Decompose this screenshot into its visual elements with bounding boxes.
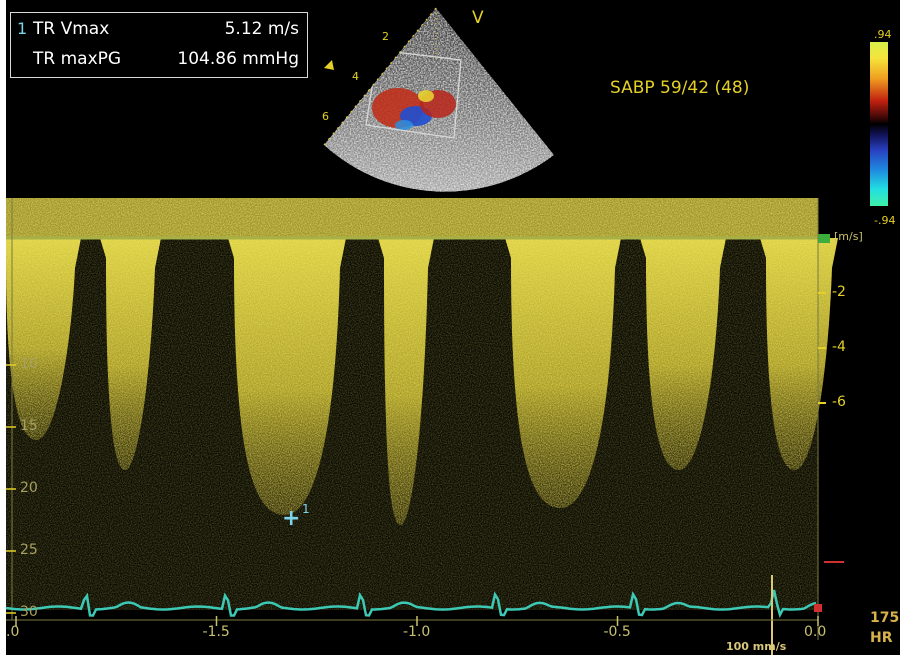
depth-axis-ticks bbox=[6, 364, 16, 614]
measurement-row-vmax: 1 TR Vmax 5.12 m/s bbox=[17, 19, 299, 43]
depth-tick-label: 20 bbox=[20, 480, 38, 496]
time-tick-label: .0 bbox=[6, 624, 20, 640]
velocity-tick-label: -4 bbox=[832, 339, 846, 355]
color-scale-top-label: .94 bbox=[874, 28, 892, 41]
view-marker: V bbox=[472, 8, 484, 28]
color-scale-bar bbox=[870, 42, 888, 206]
velocity-unit-label: [m/s] bbox=[834, 230, 863, 243]
depth-tick-label: 25 bbox=[20, 542, 38, 558]
time-axis-ticks bbox=[15, 616, 819, 626]
echo-display: 1 TR Vmax 5.12 m/s TR maxPG 104.86 mmHg … bbox=[6, 0, 900, 655]
echo-graphics bbox=[6, 7, 844, 655]
measurement-cursor-icon[interactable]: + bbox=[282, 506, 301, 531]
time-tick-label: -1.0 bbox=[403, 624, 431, 640]
velocity-axis-ticks bbox=[818, 292, 826, 404]
ecg-red-marker bbox=[814, 604, 822, 612]
spectral-envelope-texture bbox=[100, 238, 161, 470]
time-tick-label: -1.5 bbox=[202, 624, 230, 640]
measurement-row-maxpg: TR maxPG 104.86 mmHg bbox=[17, 49, 299, 73]
spectral-envelope-texture bbox=[505, 238, 621, 508]
time-tick-label: -0.5 bbox=[603, 624, 631, 640]
echo-sector-image bbox=[324, 8, 554, 192]
heart-rate-value: 175 bbox=[870, 610, 900, 626]
spectral-envelope-texture bbox=[228, 238, 346, 515]
doppler-envelopes bbox=[6, 238, 838, 525]
measurement-index: 1 bbox=[17, 19, 28, 38]
ecg-trace bbox=[6, 589, 817, 619]
spectral-envelope-texture bbox=[6, 238, 81, 440]
sector-depth-scale bbox=[323, 7, 437, 146]
sector-depth-label: 4 bbox=[352, 70, 359, 83]
measurement-label: TR Vmax bbox=[33, 19, 110, 39]
sweep-speed-label: 100 mm/s bbox=[726, 640, 787, 653]
color-scale-bottom-label: -.94 bbox=[874, 214, 896, 227]
measurement-value: 5.12 m/s bbox=[224, 19, 299, 39]
velocity-tick-label: -6 bbox=[832, 394, 846, 410]
spectral-envelope-texture bbox=[378, 238, 434, 525]
measurement-value: 104.86 mmHg bbox=[177, 49, 299, 69]
measurement-box: 1 TR Vmax 5.12 m/s TR maxPG 104.86 mmHg bbox=[10, 12, 308, 78]
spectral-envelope-texture bbox=[640, 238, 726, 470]
depth-tick-label: 30 bbox=[20, 604, 38, 620]
sector-depth-label: 6 bbox=[322, 110, 329, 123]
depth-tick-label: 15 bbox=[20, 418, 38, 434]
heart-rate-label: HR bbox=[870, 630, 893, 646]
time-tick-label: 0.0 bbox=[804, 624, 827, 640]
depth-tick-label: 10 bbox=[20, 356, 38, 372]
sector-depth-label: 2 bbox=[382, 30, 389, 43]
velocity-tick-label: -2 bbox=[832, 284, 846, 300]
measurement-cursor-label: 1 bbox=[302, 502, 310, 516]
baseline-marker bbox=[818, 234, 830, 243]
doppler-forward-band bbox=[6, 198, 818, 238]
sabp-readout: SABP 59/42 (48) bbox=[610, 78, 750, 98]
measurement-label: TR maxPG bbox=[33, 49, 122, 69]
